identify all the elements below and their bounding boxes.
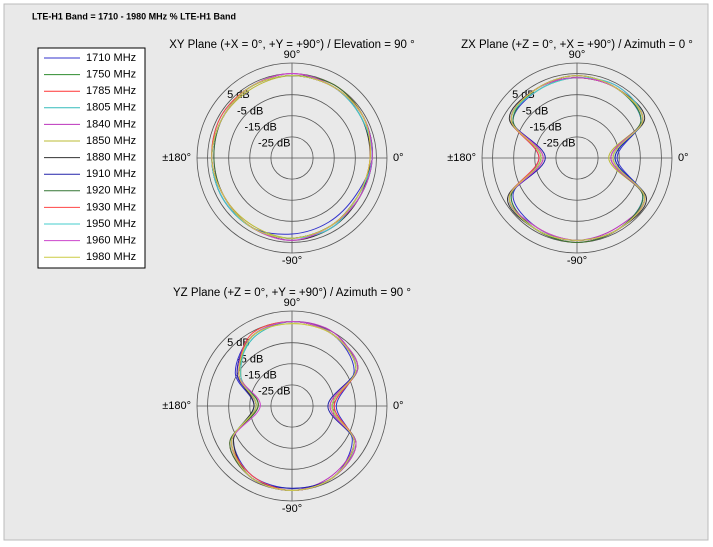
legend-label: 1960 MHz [86,235,136,247]
r-tick-label: -25 dB [258,386,290,398]
legend-label: 1920 MHz [86,185,136,197]
r-tick-label: -5 dB [237,353,263,365]
r-tick-label: -25 dB [543,138,575,150]
panel-title: ZX Plane (+Z = 0°, +X = +90°) / Azimuth … [461,39,693,51]
legend-label: 1930 MHz [86,201,136,213]
legend-label: 1880 MHz [86,152,136,164]
panel-title: XY Plane (+X = 0°, +Y = +90°) / Elevatio… [169,39,414,51]
angle-tick-label: 0° [393,152,404,164]
pattern-curve [508,75,646,241]
r-tick-label: -15 dB [529,122,561,134]
panel-title: YZ Plane (+Z = 0°, +Y = +90°) / Azimuth … [173,287,411,299]
angle-tick-label: ±180° [162,400,191,412]
angle-tick-label: -90° [282,503,302,515]
r-tick-label: -15 dB [244,122,276,134]
legend-label: 1750 MHz [86,69,136,81]
angle-tick-label: ±180° [447,152,476,164]
angle-tick-label: 90° [569,49,586,61]
angle-tick-label: ±180° [162,152,191,164]
legend-label: 1840 MHz [86,118,136,130]
pattern-curve [231,323,357,491]
r-tick-label: -5 dB [237,105,263,117]
pattern-curve [211,75,371,239]
legend-label: 1785 MHz [86,85,136,97]
angle-tick-label: 0° [678,152,689,164]
r-tick-label: -5 dB [522,105,548,117]
legend-label: 1910 MHz [86,168,136,180]
legend-label: 1950 MHz [86,218,136,230]
legend-label: 1980 MHz [86,251,136,263]
angle-tick-label: -90° [567,255,587,267]
r-tick-label: 5 dB [512,89,535,101]
r-tick-label: -25 dB [258,138,290,150]
angle-tick-label: 0° [393,400,404,412]
angle-tick-label: 90° [284,297,301,309]
legend-label: 1710 MHz [86,52,136,64]
legend-label: 1805 MHz [86,102,136,114]
angle-tick-label: -90° [282,255,302,267]
r-tick-label: -15 dB [244,370,276,382]
legend-label: 1850 MHz [86,135,136,147]
chart-title: LTE-H1 Band = 1710 - 1980 MHz % LTE-H1 B… [32,11,236,21]
angle-tick-label: 90° [284,49,301,61]
